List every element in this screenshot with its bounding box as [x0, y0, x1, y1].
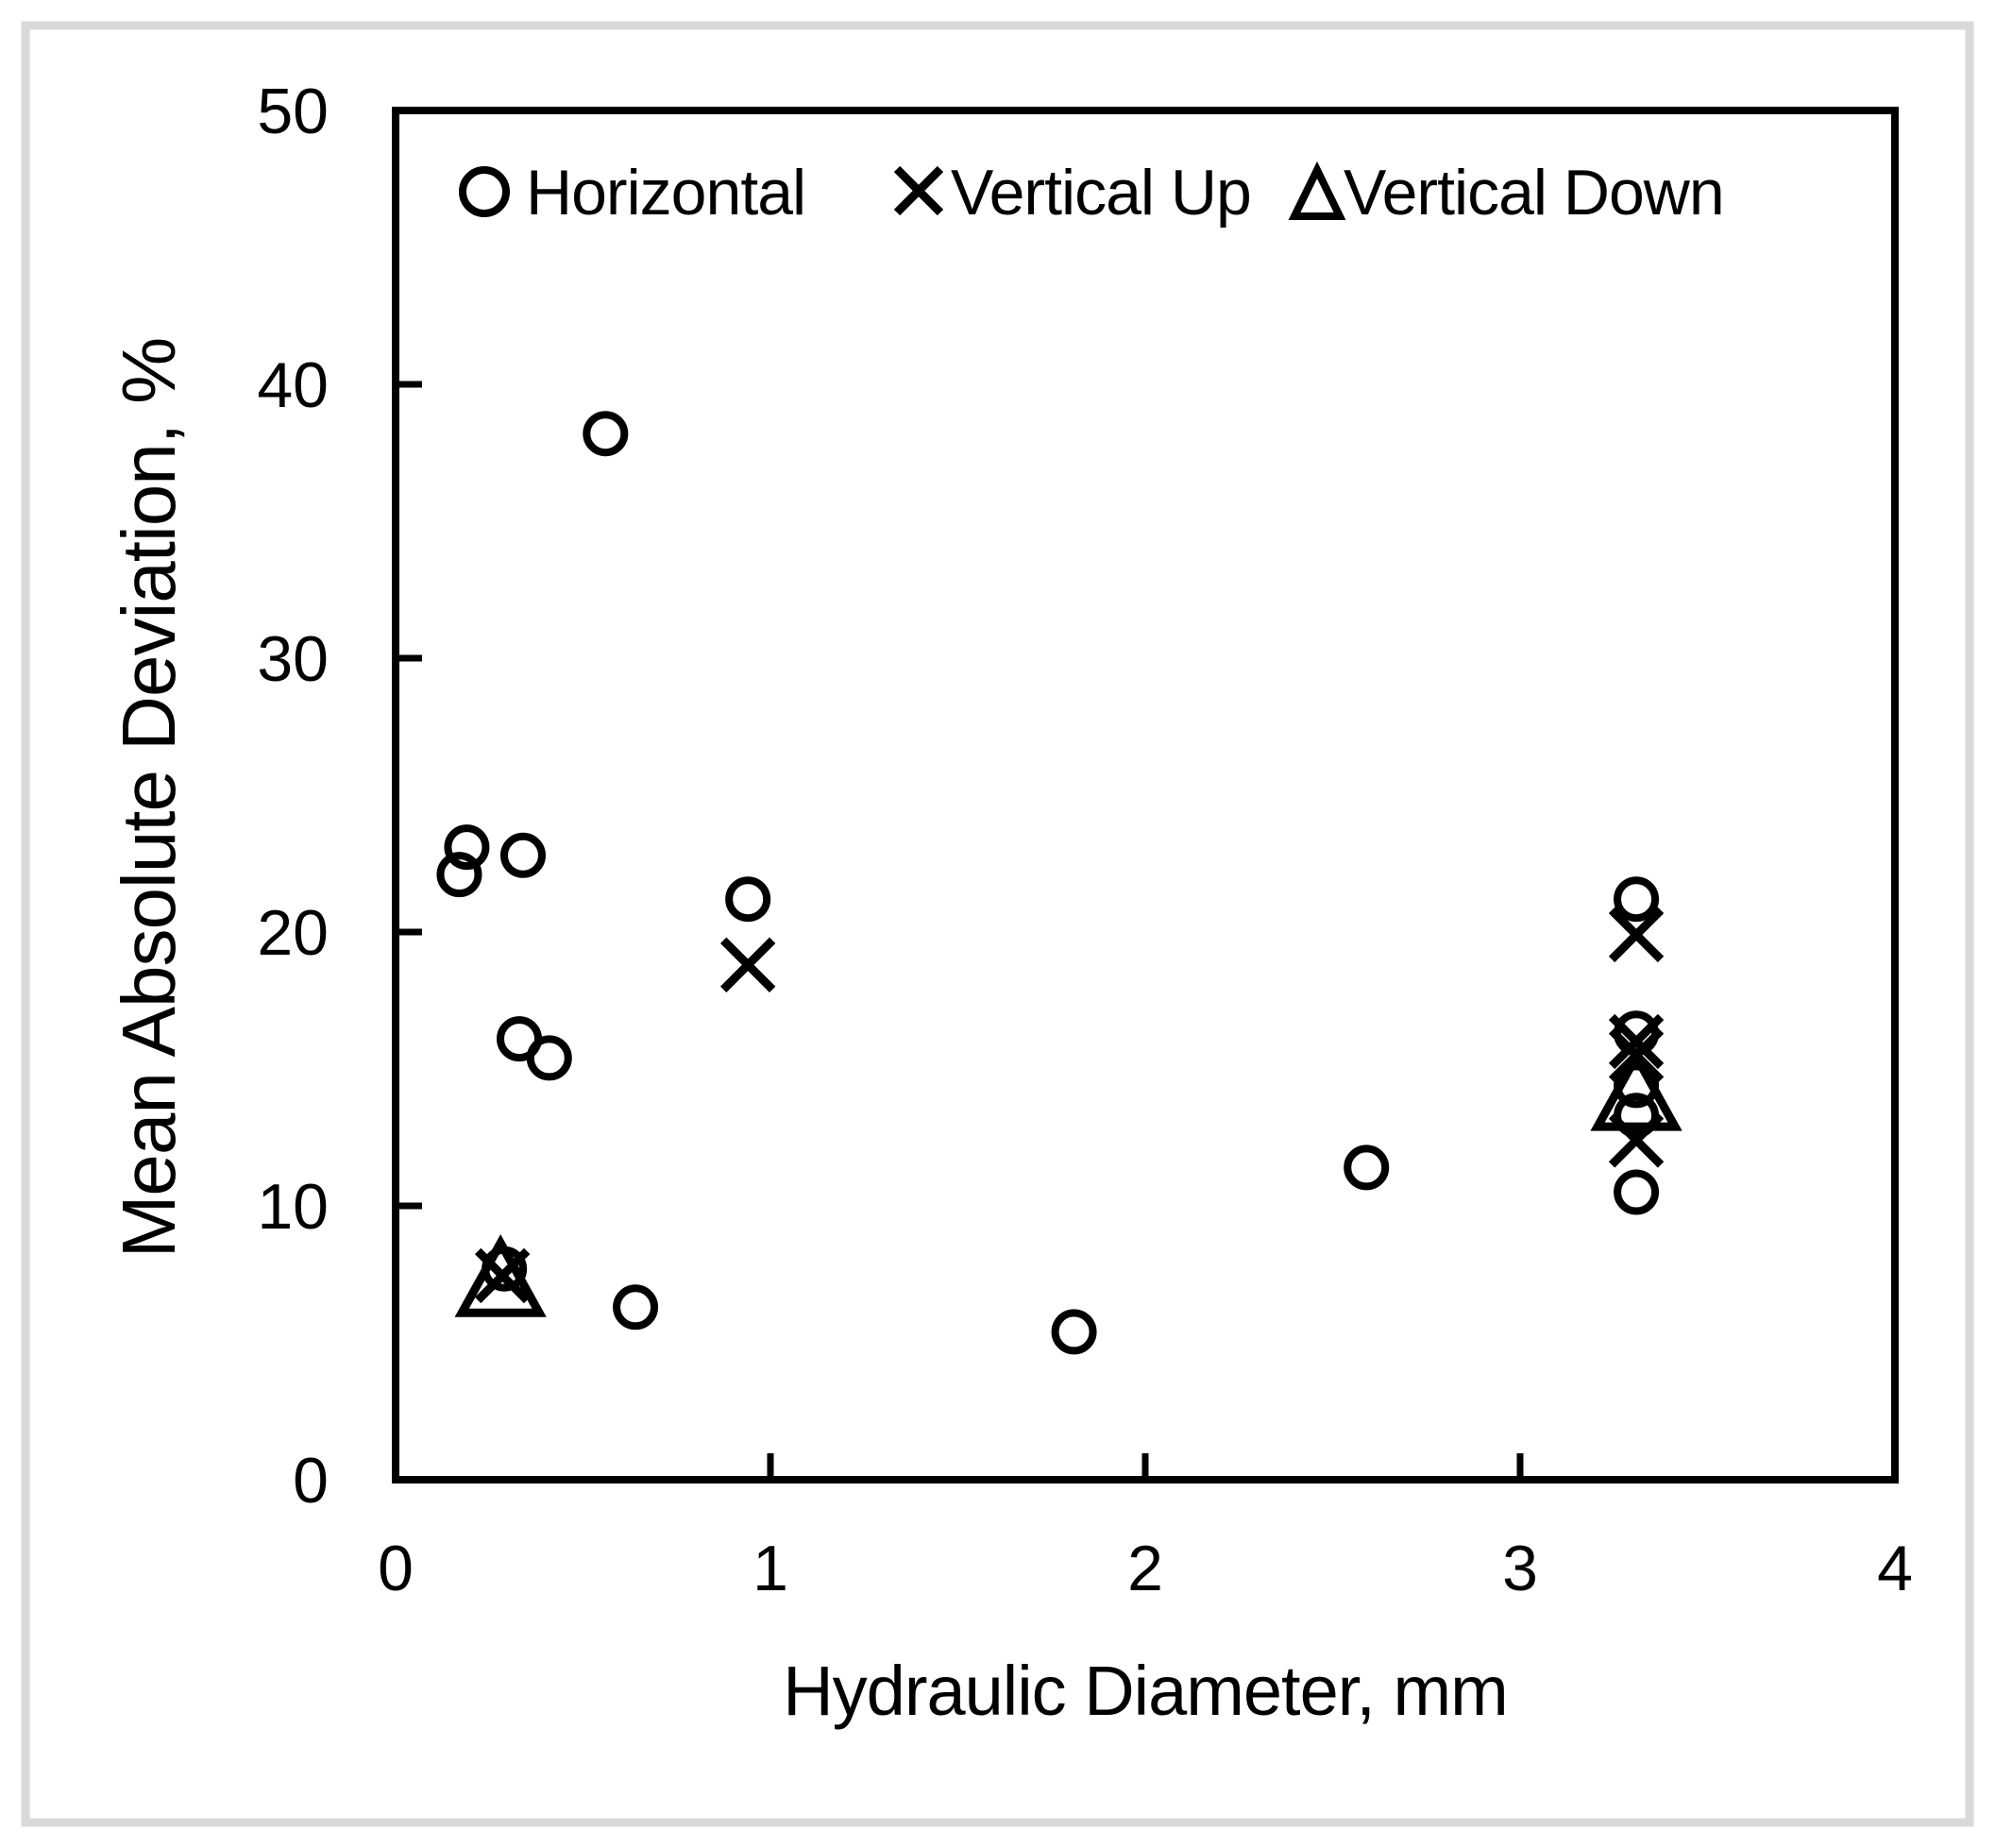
figure-frame [21, 21, 1974, 1827]
x-tick-label: 4 [1877, 1533, 1913, 1604]
legend-triangle-icon [1288, 161, 1346, 220]
data-point-vertical-up [1608, 1013, 1665, 1070]
legend-x-icon [893, 165, 944, 216]
data-point-vertical-up [1608, 907, 1665, 963]
data-point-horizontal [444, 824, 490, 871]
legend-label-horizontal: Horizontal [526, 157, 805, 229]
data-point-vertical-up [719, 937, 776, 992]
y-tick-label: 40 [257, 349, 329, 421]
data-point-horizontal [436, 852, 482, 898]
data-point-vertical-down [454, 1234, 547, 1317]
y-tick-label: 20 [257, 897, 329, 969]
y-axis-title: Mean Absolute Deviation, % [107, 338, 191, 1259]
x-tick-label: 1 [752, 1533, 788, 1604]
axis-ticks [396, 381, 1524, 1480]
data-point-horizontal [1344, 1144, 1390, 1191]
data-point-vertical-up [474, 1247, 531, 1304]
y-tick-label: 0 [293, 1445, 329, 1517]
data-point-horizontal [499, 832, 546, 878]
data-point-horizontal [725, 876, 771, 923]
data-point-horizontal [1051, 1309, 1097, 1355]
data-point-horizontal [1614, 1169, 1660, 1215]
data-point-vertical-down [1590, 1047, 1682, 1131]
x-tick-label: 2 [1127, 1533, 1163, 1604]
plot-border [392, 107, 1899, 1483]
data-point-horizontal [1614, 876, 1660, 923]
legend-label-vertical-up: Vertical Up [951, 157, 1251, 229]
y-tick-label: 50 [257, 76, 329, 147]
legend-circle-icon [459, 166, 510, 217]
x-axis-title: Hydraulic Diameter, mm [783, 1652, 1508, 1730]
data-point-horizontal [526, 1035, 572, 1081]
data-point-horizontal [613, 1284, 659, 1331]
data-points [436, 411, 1682, 1355]
legend: Horizontal Vertical Up Vertical Down [459, 157, 1725, 229]
y-tick-label: 30 [257, 623, 329, 695]
x-tick-label: 3 [1502, 1533, 1538, 1604]
data-point-horizontal [583, 411, 629, 457]
legend-label-vertical-down: Vertical Down [1344, 157, 1724, 229]
y-tick-label: 10 [257, 1171, 329, 1243]
x-tick-label: 0 [378, 1533, 414, 1604]
